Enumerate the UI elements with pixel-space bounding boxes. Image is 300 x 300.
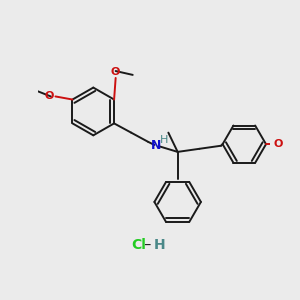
- Text: –: –: [140, 238, 155, 252]
- Text: Cl: Cl: [131, 238, 146, 252]
- Text: H: H: [160, 135, 168, 145]
- Text: H: H: [154, 238, 166, 252]
- Text: N: N: [151, 139, 161, 152]
- Text: O: O: [111, 67, 120, 77]
- Text: O: O: [274, 139, 283, 149]
- Text: O: O: [44, 92, 54, 101]
